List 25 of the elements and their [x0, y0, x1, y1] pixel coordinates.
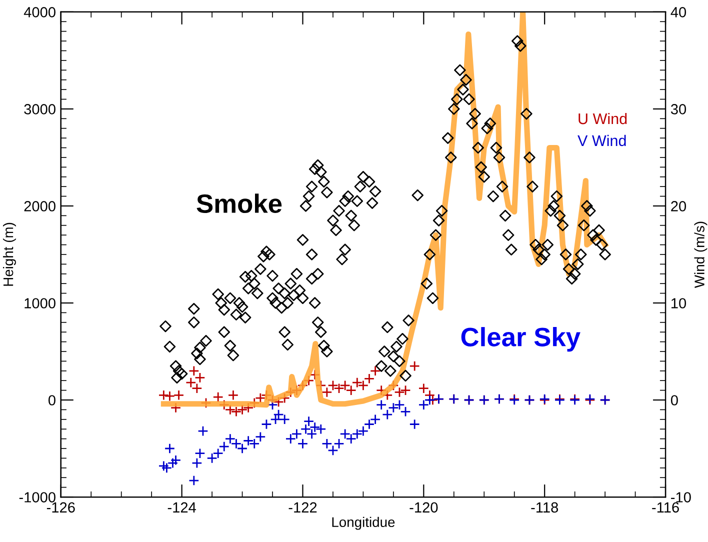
- x-tick-label: -116: [652, 502, 679, 513]
- annotation: Clear Sky: [461, 327, 580, 352]
- y2-tick-label: 0: [670, 395, 678, 406]
- y2-tick-label: 30: [670, 104, 686, 114]
- y2-tick-label: 10: [671, 298, 686, 308]
- y-tick-label: 4000: [24, 7, 56, 18]
- x-tick-label: -122: [288, 502, 317, 512]
- y2-tick-label: -10: [671, 492, 691, 502]
- text: U Wind: [578, 112, 627, 124]
- y-tick-label: 0: [48, 395, 56, 406]
- y-tick-label: 3000: [24, 104, 56, 114]
- y2-axis-title: Wind (m/s): [694, 222, 708, 288]
- y-tick-label: 1000: [24, 298, 56, 308]
- y2-tick-label: 20: [671, 201, 686, 212]
- x-tick-label: -120: [410, 502, 438, 513]
- x-tick-label: -124: [168, 502, 196, 512]
- y-tick-label: 2000: [24, 201, 56, 212]
- y2-tick-label: 40: [670, 7, 686, 18]
- y-tick-label: -1000: [19, 492, 56, 502]
- text: V Wind: [578, 134, 626, 146]
- x-tick-label: -126: [46, 502, 75, 513]
- x-tick-label: -118: [531, 502, 558, 513]
- x-axis-title: Longitidue: [332, 516, 395, 530]
- y-axis-title: Height (m): [3, 222, 16, 286]
- annotation: Smoke: [196, 194, 282, 214]
